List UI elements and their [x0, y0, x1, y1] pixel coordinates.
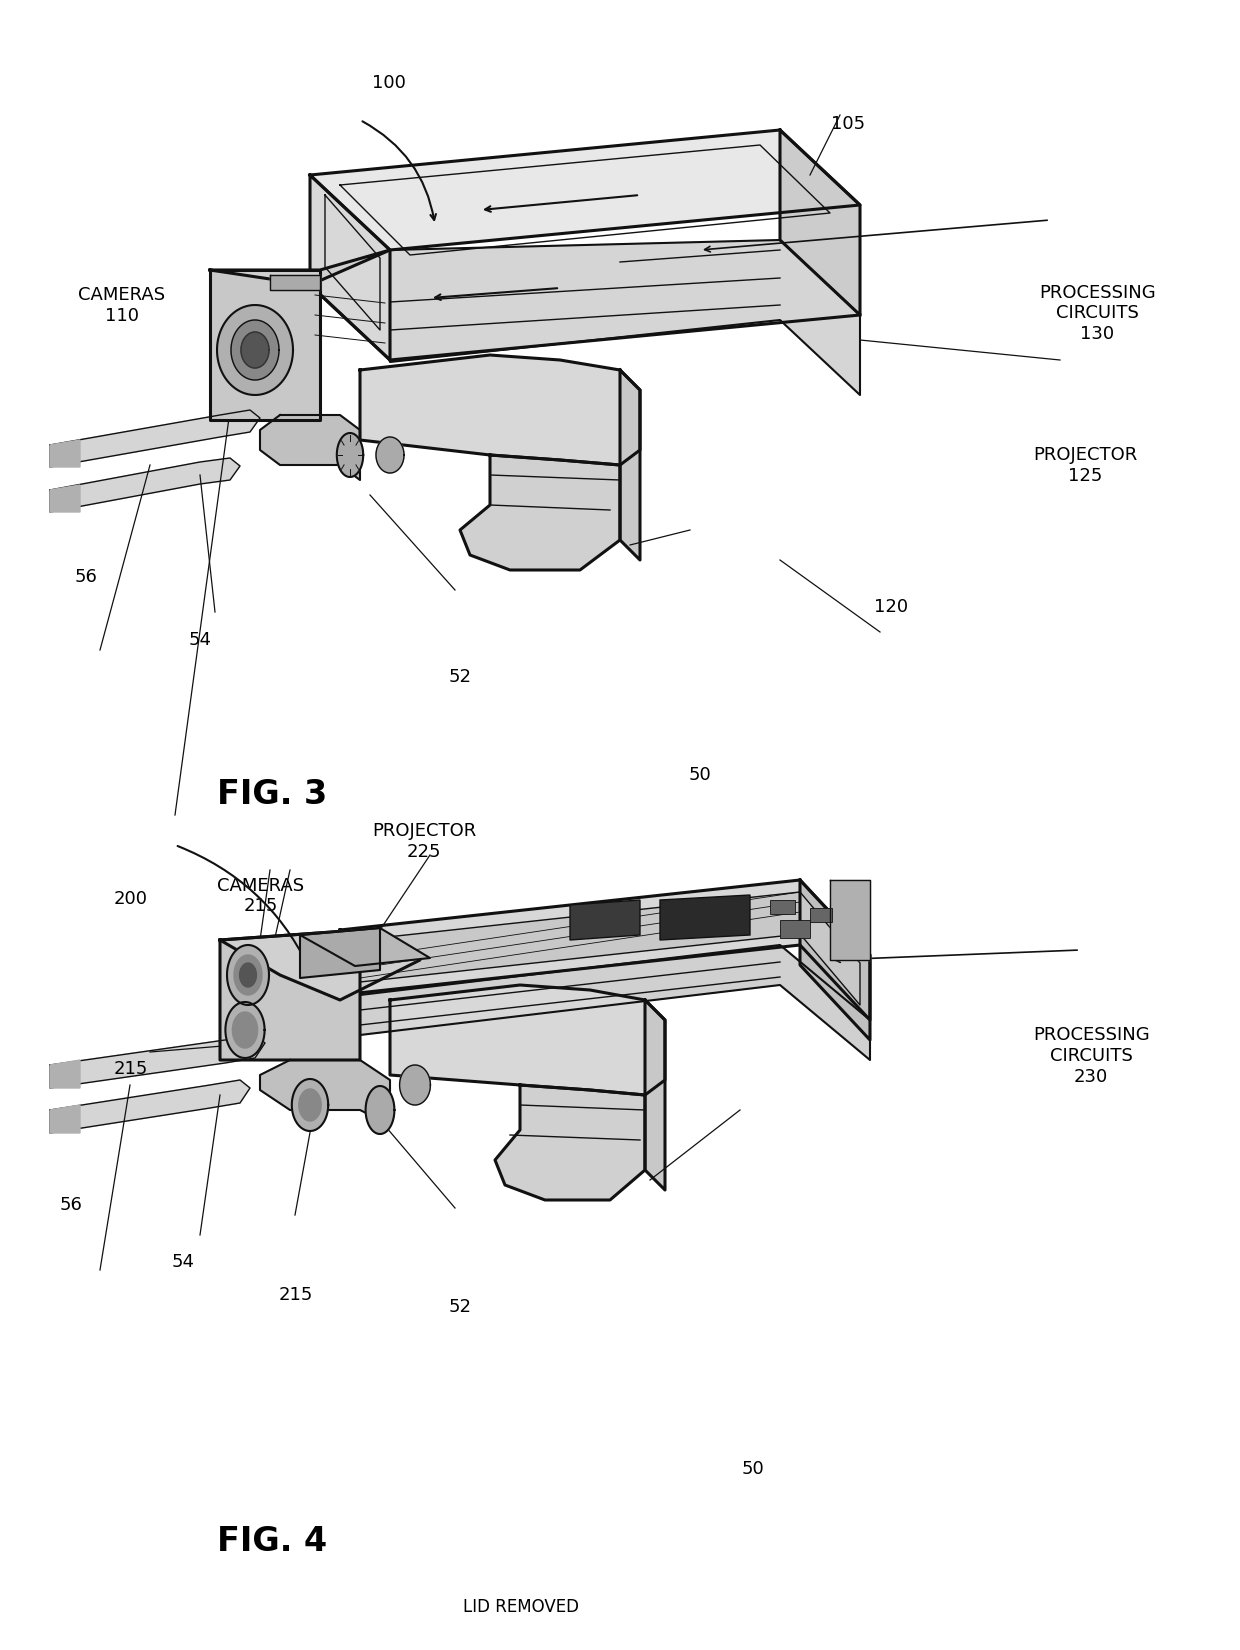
Text: PROJECTOR
225: PROJECTOR 225	[372, 822, 476, 861]
Text: 215: 215	[114, 1061, 149, 1077]
Text: PROJECTOR
125: PROJECTOR 125	[1033, 446, 1137, 485]
Text: LID REMOVED: LID REMOVED	[463, 1599, 579, 1615]
Polygon shape	[337, 432, 363, 477]
Polygon shape	[226, 1002, 264, 1058]
Polygon shape	[360, 945, 870, 1059]
Text: 54: 54	[171, 1254, 195, 1270]
Polygon shape	[299, 1089, 321, 1120]
Polygon shape	[645, 1000, 665, 1190]
Text: FIG. 3: FIG. 3	[217, 779, 327, 812]
Polygon shape	[227, 945, 269, 1005]
Polygon shape	[391, 239, 861, 394]
Polygon shape	[310, 175, 391, 360]
Polygon shape	[340, 879, 870, 1020]
Polygon shape	[241, 332, 269, 368]
Polygon shape	[219, 931, 420, 1000]
Polygon shape	[231, 320, 279, 380]
Polygon shape	[391, 985, 665, 1096]
Polygon shape	[810, 908, 832, 922]
Polygon shape	[234, 955, 262, 995]
Polygon shape	[217, 305, 293, 394]
Polygon shape	[460, 455, 620, 569]
Polygon shape	[50, 1081, 250, 1134]
Polygon shape	[260, 1059, 391, 1125]
Polygon shape	[291, 1079, 329, 1130]
Polygon shape	[800, 879, 870, 1040]
Polygon shape	[232, 1011, 258, 1048]
Text: 54: 54	[188, 632, 212, 648]
Polygon shape	[50, 459, 241, 512]
Text: CAMERAS
215: CAMERAS 215	[217, 876, 304, 916]
Text: 215: 215	[279, 1287, 314, 1304]
Polygon shape	[366, 1086, 394, 1134]
Polygon shape	[660, 894, 750, 940]
Text: 100: 100	[372, 74, 405, 91]
Polygon shape	[50, 1106, 81, 1134]
Polygon shape	[300, 927, 379, 978]
Text: CAMERAS
110: CAMERAS 110	[78, 285, 165, 325]
Polygon shape	[495, 1086, 645, 1200]
Text: PROCESSING
CIRCUITS
130: PROCESSING CIRCUITS 130	[1039, 284, 1156, 343]
Polygon shape	[399, 1064, 430, 1106]
Polygon shape	[300, 927, 430, 965]
Polygon shape	[770, 899, 795, 914]
Polygon shape	[780, 130, 861, 315]
Polygon shape	[50, 1035, 265, 1087]
Polygon shape	[210, 251, 391, 285]
Polygon shape	[310, 130, 861, 251]
Text: 56: 56	[74, 569, 97, 586]
Polygon shape	[50, 441, 81, 467]
Polygon shape	[780, 921, 810, 937]
Text: 52: 52	[449, 668, 472, 685]
Polygon shape	[50, 409, 260, 467]
Text: 120: 120	[874, 599, 909, 615]
Text: 50: 50	[688, 767, 711, 784]
Polygon shape	[570, 899, 640, 940]
Polygon shape	[219, 931, 360, 1059]
Polygon shape	[239, 964, 257, 987]
Polygon shape	[260, 416, 360, 480]
Text: 200: 200	[114, 891, 148, 908]
Polygon shape	[620, 370, 640, 559]
Polygon shape	[210, 271, 320, 421]
Text: PROCESSING
CIRCUITS
230: PROCESSING CIRCUITS 230	[1033, 1026, 1149, 1086]
Text: 50: 50	[742, 1460, 764, 1477]
Polygon shape	[360, 355, 640, 465]
Polygon shape	[830, 879, 870, 960]
Polygon shape	[50, 485, 81, 512]
Text: 105: 105	[831, 116, 866, 132]
Text: FIG. 4: FIG. 4	[217, 1525, 327, 1558]
Polygon shape	[50, 1059, 81, 1087]
Polygon shape	[376, 437, 404, 474]
Text: 56: 56	[60, 1196, 82, 1213]
Polygon shape	[360, 893, 861, 1005]
Text: 52: 52	[449, 1299, 472, 1315]
Polygon shape	[270, 276, 320, 290]
